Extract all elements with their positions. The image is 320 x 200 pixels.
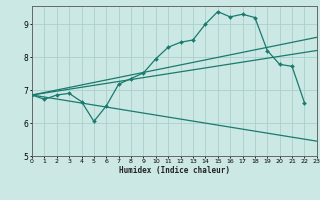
- X-axis label: Humidex (Indice chaleur): Humidex (Indice chaleur): [119, 166, 230, 175]
